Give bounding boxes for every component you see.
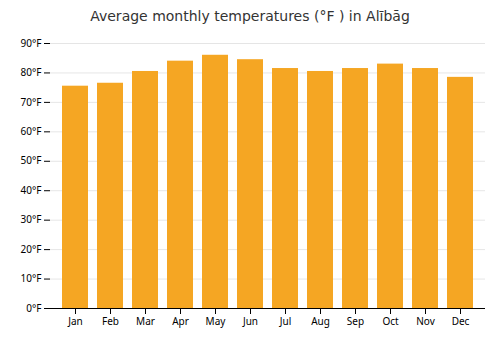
html-text:Average monthly temperatures (: Average monthly temperatures (°F ) in Al… bbox=[90, 8, 410, 24]
svg-text:40°F: 40°F bbox=[21, 183, 42, 197]
svg-text:70°F: 70°F bbox=[21, 95, 42, 109]
svg-text:10°F: 10°F bbox=[21, 271, 42, 285]
svg-text:0°F: 0°F bbox=[26, 301, 41, 315]
svg-text:Jan: Jan bbox=[67, 314, 83, 328]
svg-text:May: May bbox=[206, 314, 227, 328]
svg-text:90°F: 90°F bbox=[21, 36, 42, 50]
svg-text:Aug: Aug bbox=[311, 314, 330, 328]
svg-text:20°F: 20°F bbox=[21, 242, 42, 256]
svg-text:Nov: Nov bbox=[416, 314, 435, 328]
svg-text:50°F: 50°F bbox=[21, 153, 42, 167]
svg-text:Oct: Oct bbox=[382, 314, 399, 328]
svg-text:60°F: 60°F bbox=[21, 124, 42, 138]
svg-text:Sep: Sep bbox=[347, 314, 364, 328]
svg-text:80°F: 80°F bbox=[21, 65, 42, 79]
svg-text:Dec: Dec bbox=[452, 314, 470, 328]
svg-text:Jun: Jun bbox=[242, 314, 258, 328]
svg-text:Mar: Mar bbox=[136, 314, 155, 328]
svg-text:Jul: Jul bbox=[279, 314, 292, 328]
svg-text:Feb: Feb bbox=[102, 314, 119, 328]
svg-text:Apr: Apr bbox=[172, 314, 189, 328]
svg-text:30°F: 30°F bbox=[21, 212, 42, 226]
